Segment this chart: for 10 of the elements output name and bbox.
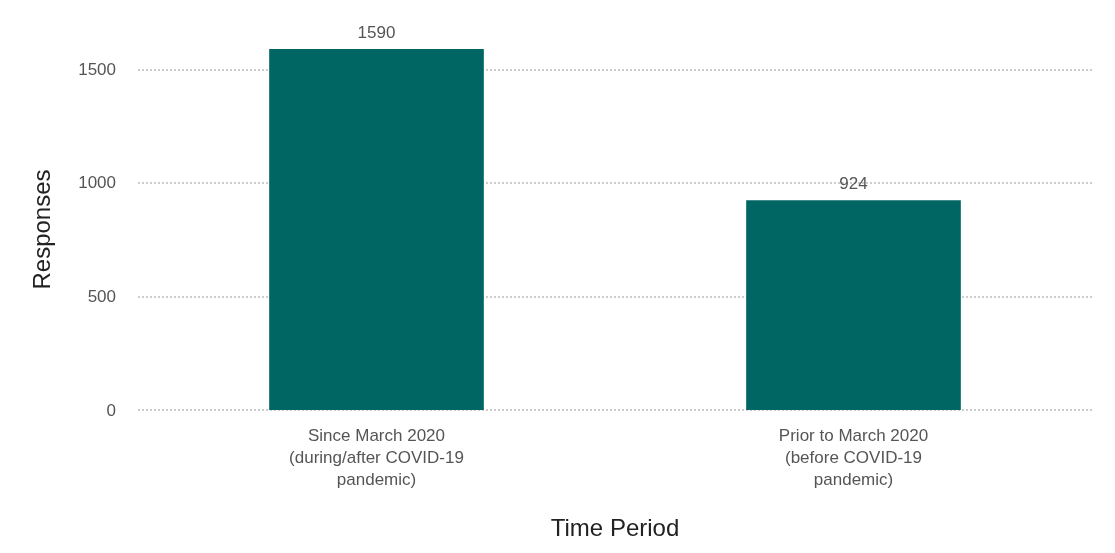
x-axis-title: Time Period [550,513,680,541]
y-tick-label: 500 [87,286,116,306]
x-tick-label: Since March 2020 (during/after COVID-19 pandemic) [289,425,464,489]
data-label: 1590 [357,23,396,42]
y-tick-label: 1000 [78,173,116,193]
y-tick-label: 0 [106,400,116,420]
x-tick-label: Prior to March 2020 (before COVID-19 pandemic) [778,425,929,489]
data-label: 924 [839,174,868,194]
y-tick-label: 1500 [78,59,116,79]
y-axis-title: Responses [27,169,55,290]
